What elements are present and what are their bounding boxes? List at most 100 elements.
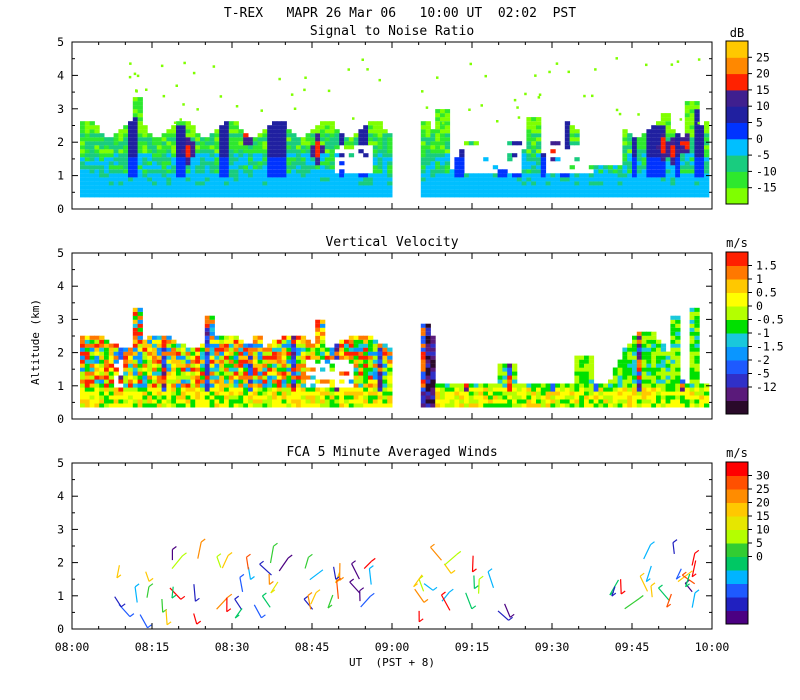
snr-cell [366,68,369,71]
velocity-cell [372,399,379,404]
velocity-cell [94,399,100,404]
velocity-cell [209,323,215,328]
velocity-cell [262,387,268,392]
velocity-cell [262,363,268,368]
snr-cell [300,169,307,174]
snr-cell [315,169,321,174]
velocity-cell [459,399,465,404]
velocity-cell [651,395,657,400]
velocity-cell [272,403,278,408]
snr-cell [132,121,139,126]
velocity-cell [257,391,263,396]
snr-cell [324,173,331,178]
velocity-cell [224,355,230,360]
velocity-cell [305,403,311,408]
snr-cell [132,177,139,182]
velocity-cell [420,347,427,352]
velocity-cell [459,387,465,392]
velocity-cell [171,363,177,368]
velocity-cell [137,375,143,380]
snr-cell [694,109,700,114]
altitude-axis-label: Altitude (km) [29,299,42,385]
snr-cell [425,157,431,162]
snr-cell [435,113,441,118]
velocity-cell [627,351,633,356]
snr-cell [684,177,691,182]
velocity-cell [89,395,95,400]
snr-cell [147,149,153,154]
velocity-cell [699,399,705,404]
velocity-cell [430,391,436,396]
velocity-cell [348,355,355,360]
snr-cell [276,177,283,182]
snr-cell [579,193,585,198]
snr-cell [180,125,187,130]
snr-cell [132,145,139,150]
velocity-cell [651,347,657,352]
velocity-cell [123,403,129,408]
snr-cell [368,137,374,142]
velocity-cell [550,395,556,400]
velocity-cell [262,359,268,364]
velocity-cell [502,371,508,376]
velocity-cell [147,359,153,364]
velocity-cell [257,399,263,404]
snr-cell [435,149,441,154]
velocity-cell [382,347,388,352]
snr-cell [291,165,297,170]
snr-cell [329,133,335,138]
velocity-cell [233,395,239,400]
snr-cell [646,133,652,138]
velocity-cell [608,387,614,392]
velocity-cell [166,339,172,344]
velocity-cell [584,379,590,384]
snr-cell [324,189,331,194]
snr-cell [147,173,153,178]
velocity-cell [430,355,436,360]
velocity-cell [80,387,86,392]
velocity-cell [84,399,91,404]
snr-cell [99,177,105,182]
velocity-cell [300,339,307,344]
velocity-cell [334,355,340,360]
velocity-cell [300,403,307,408]
velocity-cell [617,379,623,384]
snr-cell [454,157,460,162]
velocity-cell [89,335,95,340]
snr-cell [363,133,369,138]
snr-cell [420,177,427,182]
velocity-cell [104,399,110,404]
velocity-cell [185,403,191,408]
snr-cell [507,181,513,186]
velocity-cell [608,403,614,408]
velocity-cell [420,367,427,372]
snr-cell [195,169,201,174]
velocity-cell [334,403,340,408]
velocity-cell [195,347,201,352]
snr-cell [89,181,95,186]
snr-cell [699,189,705,194]
snr-cell [300,185,307,190]
velocity-cell [147,371,153,376]
velocity-cell [574,383,580,388]
velocity-cell [550,391,556,396]
velocity-cell [670,319,676,324]
snr-cell [689,157,695,162]
velocity-cell [200,375,206,380]
velocity-cell [104,391,110,396]
snr-cell [310,129,316,134]
velocity-cell [617,363,623,368]
snr-cell [147,189,153,194]
snr-cell [171,157,177,162]
velocity-cell [521,403,527,408]
velocity-cell [84,379,91,384]
snr-cell [161,145,167,150]
snr-cell [147,177,153,182]
velocity-cell [675,371,681,376]
velocity-cell [694,331,700,336]
snr-cell [526,173,532,178]
velocity-cell [108,379,115,384]
snr-cell [142,145,148,150]
velocity-cell [176,343,182,348]
snr-cell [699,165,705,170]
